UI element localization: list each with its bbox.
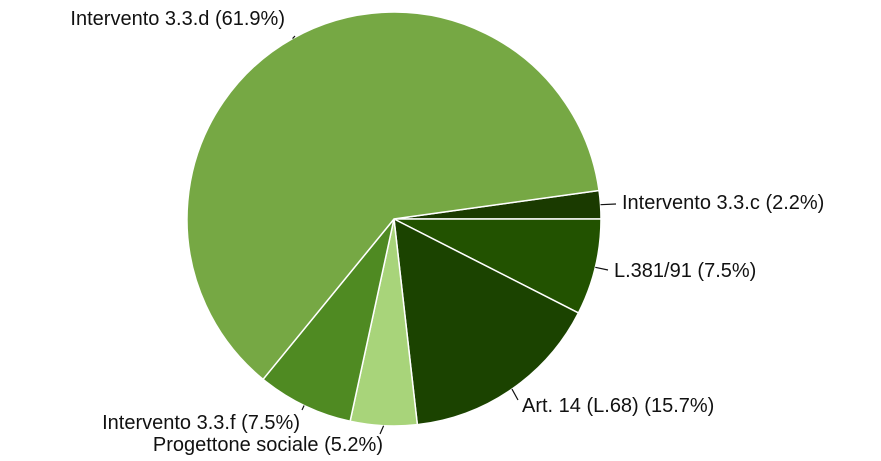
- leader-line: [595, 266, 609, 271]
- slice-label: L.381/91 (7.5%): [614, 260, 756, 282]
- slice-value-label: (5.2%): [324, 434, 383, 456]
- slice-label: Art. 14 (L.68) (15.7%): [522, 395, 714, 417]
- slice-category: Intervento 3.3.d: [70, 8, 209, 30]
- slice-value-label: (2.2%): [765, 192, 824, 214]
- leader-line: [379, 425, 385, 435]
- pie-slice: [262, 218, 395, 423]
- slice-value-label: (61.9%): [215, 8, 285, 30]
- slice-value-label: (15.7%): [644, 395, 714, 417]
- slice-category: Intervento 3.3.c: [622, 192, 760, 214]
- slice-label: Intervento 3.3.d (61.9%): [70, 8, 285, 30]
- slice-category: Intervento 3.3.f: [102, 412, 236, 434]
- slice-label: Intervento 3.3.f (7.5%): [102, 412, 300, 434]
- pie-slice: [393, 218, 602, 314]
- slice-category: L.381/91: [614, 260, 692, 282]
- leader-line: [600, 203, 617, 206]
- leader-line: [301, 405, 305, 411]
- slice-category: Progettone sociale: [153, 434, 319, 456]
- slice-label: Progettone sociale (5.2%): [153, 434, 383, 456]
- slice-value-label: (7.5%): [697, 260, 756, 282]
- slice-value-label: (7.5%): [241, 412, 300, 434]
- slice-label: Intervento 3.3.c (2.2%): [622, 192, 824, 214]
- leader-line: [511, 388, 519, 401]
- slice-category: Art. 14 (L.68): [522, 395, 639, 417]
- leader-line: [292, 35, 296, 39]
